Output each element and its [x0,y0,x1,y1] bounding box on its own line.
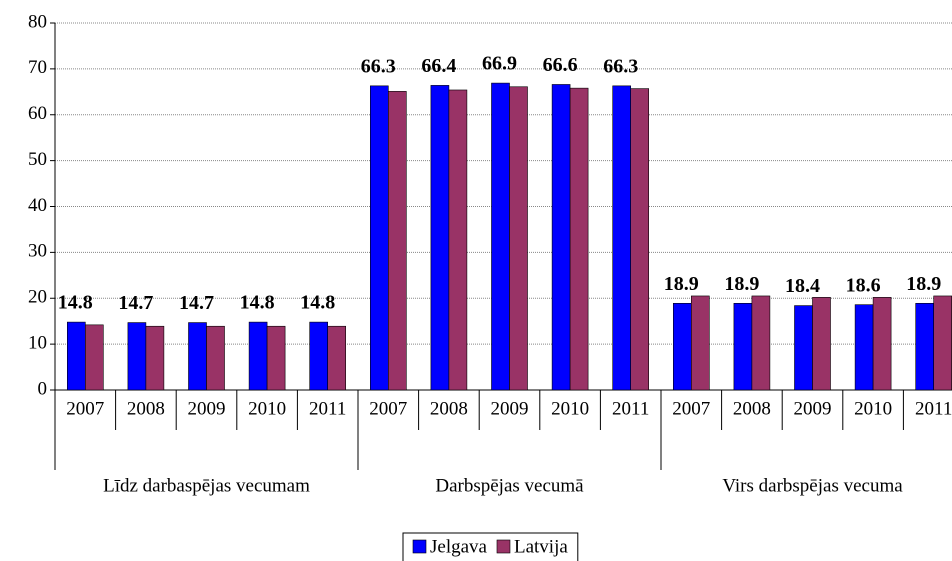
bar [327,325,347,391]
x-tick-label: 2007 [369,398,407,419]
x-tick-label: 2007 [672,398,710,419]
y-tick-label: 80 [28,11,47,32]
legend-label: Latvija [514,536,568,557]
value-label: 66.3 [361,55,396,77]
bar [933,295,952,391]
bar [491,82,510,391]
x-tick-label: 2008 [733,398,771,419]
group-label: Darbspējas vecumā [435,475,584,496]
x-tick-label: 2010 [854,398,892,419]
legend-swatch [412,539,427,554]
value-label: 14.8 [240,292,275,314]
y-tick-label: 10 [28,332,47,353]
bar [733,302,753,391]
group-label: Virs darbspējas vecuma [722,475,903,496]
x-tick-label: 2010 [551,398,589,419]
x-tick-label: 2009 [491,398,529,419]
bar [145,325,165,391]
x-tick-label: 2010 [248,398,286,419]
x-tick-label: 2008 [127,398,165,419]
value-label: 14.8 [58,292,93,314]
bar [206,325,225,391]
bar [67,321,86,391]
x-tick-label: 2009 [794,398,832,419]
value-label: 18.9 [724,273,759,295]
x-tick-label: 2011 [915,398,952,419]
x-tick-label: 2011 [612,398,649,419]
value-label: 14.7 [118,292,153,314]
bar [569,87,589,391]
bar [794,305,813,391]
value-label: 18.9 [664,273,699,295]
value-label: 18.4 [785,275,820,297]
bar [509,86,528,391]
y-tick-label: 20 [28,287,47,308]
x-tick-label: 2009 [188,398,226,419]
y-tick-label: 40 [28,195,47,216]
legend-label: Jelgava [430,536,488,557]
legend-box [402,532,579,561]
bar [551,84,571,391]
bar [188,322,207,391]
bar [812,297,831,391]
bar [266,325,286,391]
value-label: 14.8 [300,292,335,314]
value-label: 66.9 [482,53,517,75]
y-tick-label: 30 [28,241,47,262]
bar [85,324,104,391]
value-label: 66.6 [543,54,578,76]
value-label: 18.9 [906,273,941,295]
bar [672,302,692,391]
bar [630,88,650,391]
bar [369,85,389,391]
y-tick-label: 0 [38,378,48,399]
bar [309,321,329,391]
value-label: 14.7 [179,292,214,314]
value-label: 66.4 [421,55,456,77]
bar [387,91,407,391]
bar [612,85,632,391]
y-tick-label: 50 [28,149,47,170]
bar [915,302,935,391]
y-tick-label: 70 [28,57,47,78]
bar [872,297,892,391]
x-tick-label: 2008 [430,398,468,419]
x-tick-label: 2007 [66,398,104,419]
bar [248,321,268,391]
bar [751,295,771,391]
legend: Jelgava Latvija [402,532,579,561]
legend-swatch [496,539,511,554]
bar [127,322,147,391]
bar [854,304,874,391]
value-label: 66.3 [603,55,638,77]
bar [430,85,450,391]
y-tick-label: 60 [28,103,47,124]
bar [448,89,468,391]
value-label: 18.6 [846,274,881,296]
x-tick-label: 2011 [309,398,346,419]
bar [690,295,710,391]
group-label: Līdz darbaspējas vecumam [103,475,310,496]
